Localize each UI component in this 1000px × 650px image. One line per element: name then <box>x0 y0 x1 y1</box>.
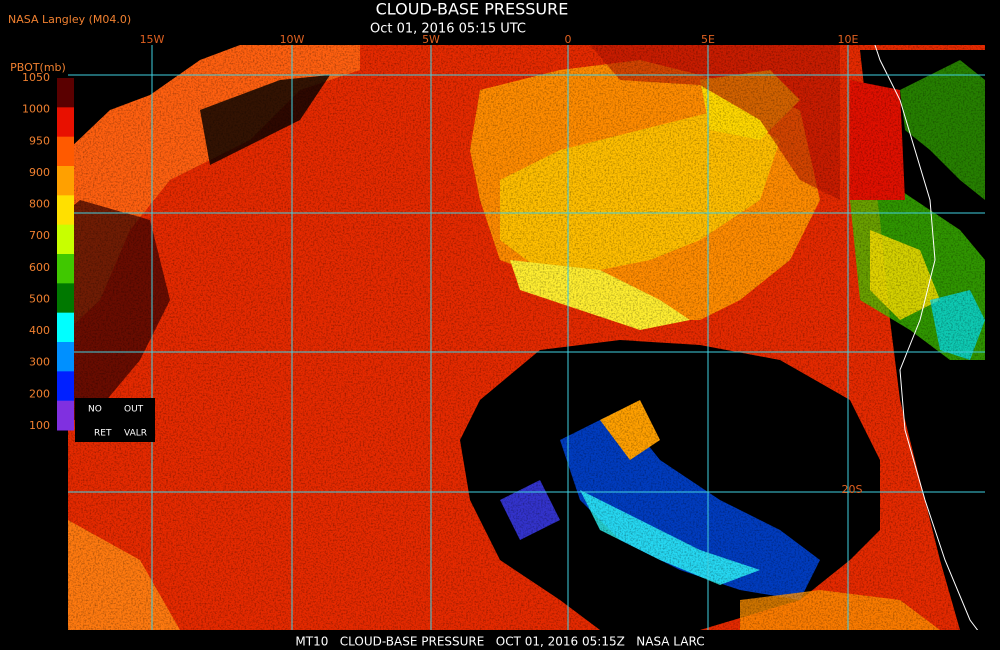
legend-tick-label: 400 <box>29 324 50 337</box>
longitude-label: 5E <box>701 33 715 46</box>
legend-swatch <box>57 195 74 226</box>
legend-tick-label: 800 <box>29 198 50 211</box>
datetime: Oct 01, 2016 05:15 UTC <box>370 22 526 37</box>
legend-swatch <box>57 107 74 138</box>
legend-box-label: RET <box>94 429 112 439</box>
legend-tick-label: 1000 <box>22 103 50 116</box>
source-label: NASA Langley (M04.0) <box>8 13 131 26</box>
legend-tick-label: 900 <box>29 166 50 179</box>
legend-swatch <box>57 254 74 284</box>
legend-tick-label: 100 <box>29 419 50 432</box>
legend-swatch <box>57 78 74 108</box>
legend-swatch <box>57 371 74 402</box>
legend-swatch <box>57 400 74 431</box>
legend-tick-label: 700 <box>29 229 50 242</box>
legend-tick-label: 300 <box>29 356 50 369</box>
legend-box <box>75 398 155 442</box>
longitude-label: 10E <box>838 33 859 46</box>
lat-lon-grid <box>68 45 985 630</box>
legend-tick-label: 600 <box>29 261 50 274</box>
legend-swatch <box>57 283 74 314</box>
legend-swatch <box>57 312 74 343</box>
legend-swatch <box>57 224 74 255</box>
longitude-label: 0 <box>565 33 572 46</box>
legend-tick-label: 200 <box>29 387 50 400</box>
satellite-image <box>68 45 985 630</box>
longitude-label: 10W <box>280 33 305 46</box>
legend-tick-label: 1050 <box>22 71 50 84</box>
legend-swatch <box>57 166 74 196</box>
longitude-label: 15W <box>140 33 165 46</box>
legend-box-label: VALR <box>124 429 147 439</box>
legend-swatch <box>57 136 74 167</box>
legend-swatch <box>57 342 74 372</box>
legend-tick-label: 950 <box>29 134 50 147</box>
legend-box-label: NO <box>88 405 102 415</box>
longitude-label: 5W <box>422 33 440 46</box>
legend-tick-label: 500 <box>29 292 50 305</box>
legend-title: PBOT(mb) <box>10 61 66 74</box>
legend-box-label: OUT <box>124 405 144 415</box>
title: CLOUD-BASE PRESSURE <box>376 0 569 19</box>
latitude-label: 20S <box>842 483 863 496</box>
footer: MT10 CLOUD-BASE PRESSURE OCT 01, 2016 05… <box>295 635 704 649</box>
